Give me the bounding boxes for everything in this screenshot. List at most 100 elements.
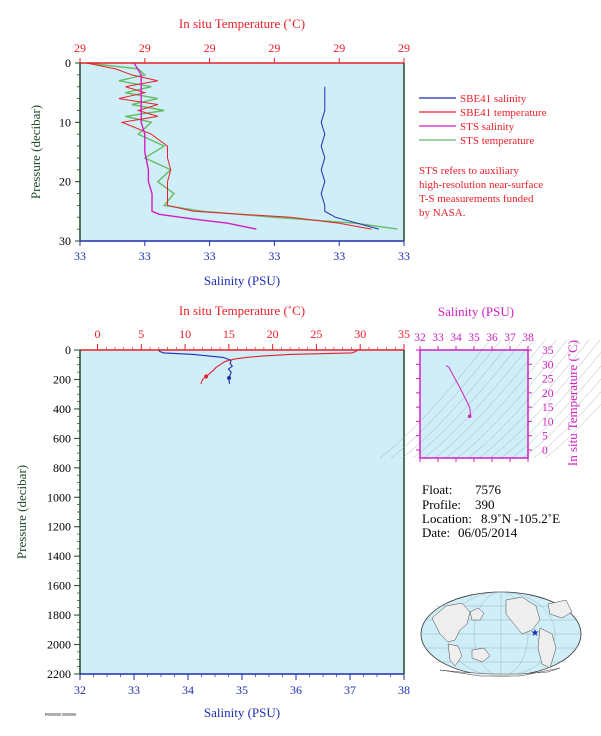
bottom-panel-pressure-axis-title: Pressure (decibar) [14, 465, 29, 559]
bottom-panel-salinity-axis-title: Salinity (PSU) [204, 705, 280, 720]
bottom-panel-background [80, 350, 404, 674]
top-y-tick-label-0: 0 [65, 56, 71, 70]
ts-density-contour [434, 339, 546, 459]
ts-y-tick-label-5: 25 [542, 374, 554, 386]
date-value: 06/05/2014 [458, 525, 518, 540]
bottom-y-tick-label-3: 600 [53, 431, 71, 445]
ts-density-contour [489, 339, 601, 459]
top-x-tick-label-0: 33 [74, 249, 86, 263]
bottom-x-tick-label-0: 32 [74, 683, 86, 697]
top-x-tick-label-1: 33 [139, 249, 151, 263]
ts-density-contour [544, 403, 601, 459]
float-label: Float: [422, 482, 452, 497]
top-x-tick-label-4: 33 [333, 249, 345, 263]
bottom-y-tick-label-9: 1800 [47, 608, 71, 622]
bottom-series-marker [204, 374, 209, 379]
bottom-x-tick-label-3: 35 [236, 683, 248, 697]
top-x-tick-label-5: 33 [398, 249, 410, 263]
ts-panel: 32 33 34 35 36 37 38 0 5 10 15 20 25 30 35 Salinity (P… [379, 304, 601, 466]
top-panel-series [86, 62, 398, 230]
bottom-x2-tick-label-1: 5 [138, 327, 144, 341]
bottom-x-tick-label-5: 37 [344, 683, 356, 697]
location-label: Location: [422, 511, 472, 526]
bottom-y-tick-label-10: 2000 [47, 638, 71, 652]
bottom-x-tick-label-4: 36 [290, 683, 302, 697]
bottom-y-tick-label-5: 1000 [47, 490, 71, 504]
top-panel-salinity-axis-title: Salinity (PSU) [204, 273, 280, 288]
top-panel-temperature-axis-title: In situ Temperature (˚C) [179, 16, 305, 31]
profile-value: 390 [475, 497, 495, 512]
location-value: 8.9˚N -105.2˚E [481, 511, 560, 526]
top-x-tick-label-3: 33 [268, 249, 280, 263]
ts-x-tick-label-3: 35 [468, 332, 480, 344]
ts-y-tick-label-2: 10 [542, 416, 554, 428]
sts-note-line-3: T-S measurements funded [419, 193, 534, 205]
ts-density-contour [533, 391, 601, 459]
top-series-sts-temperature [86, 62, 398, 230]
bottom-y-tick-label-1: 200 [53, 372, 71, 386]
bottom-x-tick-label-2: 34 [182, 683, 194, 697]
float-value: 7576 [475, 482, 502, 497]
ts-panel-background [420, 350, 528, 458]
ts-density-contour [445, 339, 557, 459]
top-series-sts-salinity [133, 62, 257, 230]
ts-density-contour [423, 339, 535, 459]
profile-label: Profile: [422, 497, 461, 512]
bottom-y-tick-label-2: 400 [53, 402, 71, 416]
bottom-x2-tick-label-3: 15 [223, 327, 235, 341]
bottom-series-sbe41-temperature [200, 349, 358, 385]
top-x2-tick-label-5: 29 [398, 41, 410, 55]
ts-x-tick-label-2: 34 [450, 332, 462, 344]
top-y-tick-label-3: 30 [59, 234, 71, 248]
legend-label-0: SBE41 salinity [460, 93, 527, 105]
bottom-panel: 0200400600800100012001400160018002000220… [14, 303, 410, 720]
ts-y-tick-label-4: 20 [542, 388, 554, 400]
ts-density-contour [522, 378, 601, 459]
ts-y-tick-label-3: 15 [542, 402, 554, 414]
ts-curve-end-marker [467, 414, 472, 419]
bottom-y-tick-label-6: 1200 [47, 520, 71, 534]
top-x2-tick-label-4: 29 [333, 41, 345, 55]
top-panel-pressure-axis-title: Pressure (decibar) [28, 105, 43, 199]
ts-x-tick-label-6: 38 [522, 332, 534, 344]
bottom-x-tick-label-1: 33 [128, 683, 140, 697]
ts-x-tick-label-4: 36 [486, 332, 498, 344]
top-x2-tick-label-2: 29 [204, 41, 216, 55]
bottom-series-marker [227, 375, 232, 380]
bottom-x-tick-label-6: 38 [398, 683, 410, 697]
ts-panel-series [445, 365, 472, 419]
top-x2-tick-label-3: 29 [268, 41, 280, 55]
top-panel-legend: SBE41 salinity SBE41 temperature STS salin… [419, 93, 547, 147]
ts-density-contour [511, 365, 601, 459]
ts-density-contour [401, 339, 513, 459]
sts-note-line-4: by NASA. [419, 207, 466, 219]
ts-curve [445, 365, 471, 417]
legend-label-2: STS salinity [460, 121, 515, 133]
ts-panel-salinity-axis-title: Salinity (PSU) [438, 304, 514, 319]
ts-density-contours [379, 339, 601, 459]
ts-x-tick-label-5: 37 [504, 332, 516, 344]
ts-density-contour [500, 352, 601, 459]
bottom-x2-tick-label-7: 35 [398, 327, 410, 341]
legend-label-3: STS temperature [460, 135, 534, 147]
ts-density-contour [390, 339, 502, 459]
ts-density-contour [478, 339, 590, 459]
bottom-y-tick-label-11: 2200 [47, 667, 71, 681]
bottom-panel-temperature-axis-title: In situ Temperature (˚C) [179, 303, 305, 318]
bottom-x2-tick-label-5: 25 [310, 327, 322, 341]
ts-x-tick-label-1: 33 [432, 332, 444, 344]
top-x2-tick-label-1: 29 [139, 41, 151, 55]
float-info: Float: 7576 Profile: 390 Location: 8.9˚N… [422, 482, 560, 540]
float-location-marker: ★ [531, 628, 540, 639]
bottom-x2-tick-label-6: 30 [354, 327, 366, 341]
ts-y-tick-label-0: 0 [542, 445, 548, 457]
bottom-y-tick-label-0: 0 [65, 343, 71, 357]
top-y-tick-label-2: 20 [59, 175, 71, 189]
bottom-x2-tick-label-2: 10 [179, 327, 191, 341]
bottom-x2-tick-label-0: 0 [95, 327, 101, 341]
bottom-y-tick-label-4: 800 [53, 461, 71, 475]
ts-density-contour [412, 339, 524, 459]
sts-note-line-1: STS refers to auxiliary [419, 165, 519, 177]
ts-x-tick-label-0: 32 [414, 332, 426, 344]
